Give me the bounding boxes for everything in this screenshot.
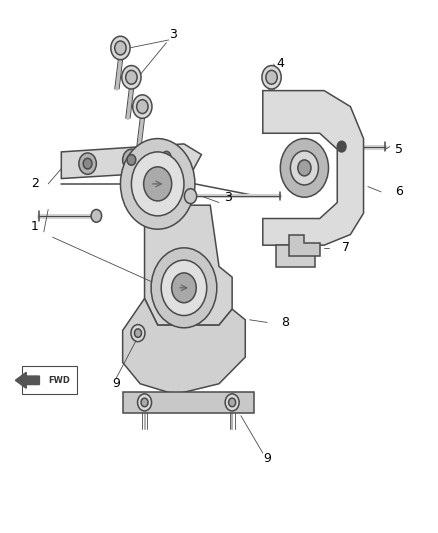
Circle shape bbox=[229, 398, 236, 407]
Circle shape bbox=[225, 394, 239, 411]
Polygon shape bbox=[289, 235, 320, 256]
Text: 1: 1 bbox=[31, 220, 39, 233]
Circle shape bbox=[126, 70, 137, 84]
Circle shape bbox=[151, 248, 217, 328]
Circle shape bbox=[83, 158, 92, 169]
Polygon shape bbox=[263, 91, 364, 245]
Circle shape bbox=[122, 66, 141, 89]
Polygon shape bbox=[123, 392, 254, 413]
Circle shape bbox=[127, 155, 136, 165]
FancyArrow shape bbox=[15, 372, 39, 388]
Text: 4: 4 bbox=[276, 58, 284, 70]
Circle shape bbox=[79, 153, 96, 174]
Circle shape bbox=[131, 325, 145, 342]
Polygon shape bbox=[123, 298, 245, 394]
Text: 3: 3 bbox=[224, 191, 232, 204]
Circle shape bbox=[298, 160, 311, 176]
Bar bbox=[22, 366, 77, 394]
Circle shape bbox=[290, 151, 318, 185]
Circle shape bbox=[134, 329, 141, 337]
Circle shape bbox=[162, 151, 171, 162]
Text: 9: 9 bbox=[112, 377, 120, 390]
Circle shape bbox=[141, 398, 148, 407]
Text: 9: 9 bbox=[263, 452, 271, 465]
Circle shape bbox=[144, 167, 172, 201]
Circle shape bbox=[138, 394, 152, 411]
Circle shape bbox=[172, 273, 196, 303]
Circle shape bbox=[133, 95, 152, 118]
Circle shape bbox=[262, 66, 281, 89]
Circle shape bbox=[123, 149, 140, 171]
Polygon shape bbox=[276, 245, 315, 266]
Polygon shape bbox=[145, 205, 232, 325]
Circle shape bbox=[161, 260, 207, 316]
Circle shape bbox=[280, 139, 328, 197]
Text: 6: 6 bbox=[395, 185, 403, 198]
Text: 2: 2 bbox=[31, 177, 39, 190]
Circle shape bbox=[111, 36, 130, 60]
Circle shape bbox=[120, 139, 195, 229]
Text: 5: 5 bbox=[395, 143, 403, 156]
Text: FWD: FWD bbox=[48, 376, 70, 385]
Text: 7: 7 bbox=[342, 241, 350, 254]
Circle shape bbox=[266, 70, 277, 84]
Circle shape bbox=[91, 209, 102, 222]
Circle shape bbox=[131, 152, 184, 216]
Circle shape bbox=[337, 141, 346, 152]
Text: 8: 8 bbox=[281, 316, 289, 329]
Circle shape bbox=[158, 146, 175, 167]
Text: 3: 3 bbox=[169, 28, 177, 41]
Circle shape bbox=[115, 41, 126, 55]
Circle shape bbox=[137, 100, 148, 114]
Circle shape bbox=[184, 189, 197, 204]
Polygon shape bbox=[61, 144, 201, 179]
